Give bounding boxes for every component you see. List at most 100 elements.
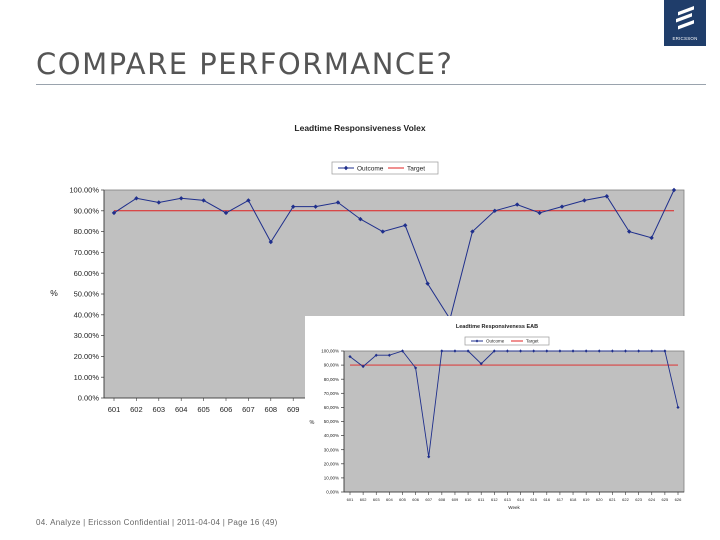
- logo-wordmark: ERICSSON: [672, 36, 698, 41]
- x-tick-label: 624: [648, 497, 655, 502]
- data-point-outcome: [313, 204, 318, 209]
- data-point-outcome: [348, 355, 352, 359]
- x-tick-label: 625: [662, 497, 669, 502]
- x-tick-label: 626: [675, 497, 682, 502]
- data-point-outcome: [361, 364, 365, 369]
- data-point-outcome: [604, 194, 609, 199]
- x-tick-label: 603: [373, 497, 380, 502]
- y-tick-label: 0,00%: [326, 490, 339, 495]
- data-point-outcome: [537, 210, 542, 216]
- data-point-outcome: [584, 349, 588, 353]
- x-tick-label: 611: [478, 497, 485, 502]
- data-point-outcome: [558, 349, 562, 353]
- data-point-outcome: [492, 349, 496, 353]
- data-point-outcome: [291, 204, 296, 209]
- x-tick-label: 609: [287, 405, 300, 414]
- y-tick-label: 10.00%: [74, 373, 100, 382]
- chart-title: Leadtime Responsiveness EAB: [456, 324, 538, 330]
- series-line-outcome: [113, 189, 675, 321]
- data-point-outcome: [425, 281, 430, 286]
- legend-label: Target: [526, 339, 539, 344]
- x-tick-label: 602: [130, 405, 143, 414]
- data-point-outcome: [201, 198, 206, 203]
- y-tick-label: 80,00%: [324, 377, 339, 382]
- y-tick-label: 50.00%: [74, 290, 100, 299]
- data-point-outcome: [156, 200, 161, 205]
- x-tick-label: 614: [517, 497, 524, 502]
- x-tick-label: 609: [452, 497, 459, 502]
- data-point-outcome: [268, 239, 273, 245]
- data-point-outcome: [597, 349, 601, 353]
- data-point-outcome: [571, 349, 575, 353]
- y-tick-label: 100.00%: [69, 186, 99, 195]
- footer-text: 04. Analyze | Ericsson Confidential | 20…: [36, 518, 278, 527]
- data-point-outcome: [335, 200, 341, 205]
- data-point-outcome: [111, 210, 117, 216]
- x-tick-label: 606: [220, 405, 233, 414]
- data-point-outcome: [427, 455, 431, 459]
- data-point-outcome: [650, 349, 654, 353]
- x-tick-label: 601: [347, 497, 354, 502]
- data-point-outcome: [505, 349, 510, 353]
- data-point-outcome: [246, 198, 251, 203]
- x-tick-label: 613: [504, 497, 511, 502]
- data-point-outcome: [414, 366, 418, 370]
- data-point-outcome: [134, 196, 139, 201]
- data-point-outcome: [559, 204, 565, 209]
- data-point-outcome: [623, 349, 628, 353]
- chart-title: Leadtime Responsiveness Volex: [294, 123, 425, 133]
- x-tick-label: 604: [175, 405, 188, 414]
- x-tick-label: 620: [596, 497, 603, 502]
- x-tick-label: 612: [491, 497, 498, 502]
- x-tick-label: 622: [622, 497, 629, 502]
- data-point-outcome: [545, 349, 549, 353]
- series-line-outcome: [349, 350, 679, 457]
- y-axis-label: %: [310, 420, 315, 426]
- y-tick-label: 40.00%: [74, 310, 100, 319]
- legend-label: Target: [407, 165, 425, 172]
- data-point-outcome: [532, 349, 536, 353]
- y-tick-label: 70,00%: [324, 391, 339, 396]
- legend-box: [464, 336, 550, 346]
- y-tick-label: 70.00%: [74, 248, 100, 257]
- data-point-outcome: [223, 210, 229, 216]
- y-tick-label: 90.00%: [74, 206, 100, 215]
- data-point-outcome: [676, 405, 680, 409]
- x-tick-label: 608: [438, 497, 445, 502]
- legend-label: Outcome: [486, 339, 505, 344]
- x-tick-label: 623: [635, 497, 642, 502]
- data-point-outcome: [358, 216, 363, 222]
- y-tick-label: 60,00%: [324, 405, 339, 410]
- x-tick-label: 602: [360, 497, 367, 502]
- y-tick-label: 50,00%: [324, 419, 339, 424]
- data-point-outcome: [403, 223, 408, 228]
- y-tick-label: 10,00%: [324, 475, 339, 480]
- y-tick-label: 40,00%: [324, 433, 339, 438]
- x-tick-label: 603: [153, 405, 166, 414]
- x-tick-label: 608: [265, 405, 278, 414]
- x-tick-label: 606: [412, 497, 419, 502]
- x-tick-label: 615: [530, 497, 537, 502]
- legend-box: [331, 161, 439, 175]
- x-tick-label: 607: [242, 405, 255, 414]
- y-tick-label: 30,00%: [324, 447, 339, 452]
- x-tick-label: 610: [465, 497, 472, 502]
- data-point-outcome: [387, 353, 391, 357]
- data-point-outcome: [637, 349, 641, 353]
- data-point-outcome: [374, 353, 378, 357]
- legend-marker-outcome: [343, 165, 349, 171]
- x-tick-label: 607: [425, 497, 432, 502]
- y-tick-label: 100,00%: [321, 349, 339, 354]
- data-point-outcome: [380, 229, 385, 234]
- y-tick-label: 90,00%: [324, 363, 339, 368]
- data-point-outcome: [610, 349, 614, 353]
- x-tick-label: 621: [609, 497, 616, 502]
- y-tick-label: 0.00%: [78, 394, 100, 403]
- y-tick-label: 20,00%: [324, 461, 339, 466]
- legend-label: Outcome: [357, 165, 384, 172]
- x-tick-label: 617: [557, 497, 564, 502]
- title-divider: [36, 84, 706, 85]
- data-point-outcome: [492, 208, 497, 213]
- ericsson-logo-icon: [676, 6, 694, 30]
- y-tick-label: 60.00%: [74, 269, 100, 278]
